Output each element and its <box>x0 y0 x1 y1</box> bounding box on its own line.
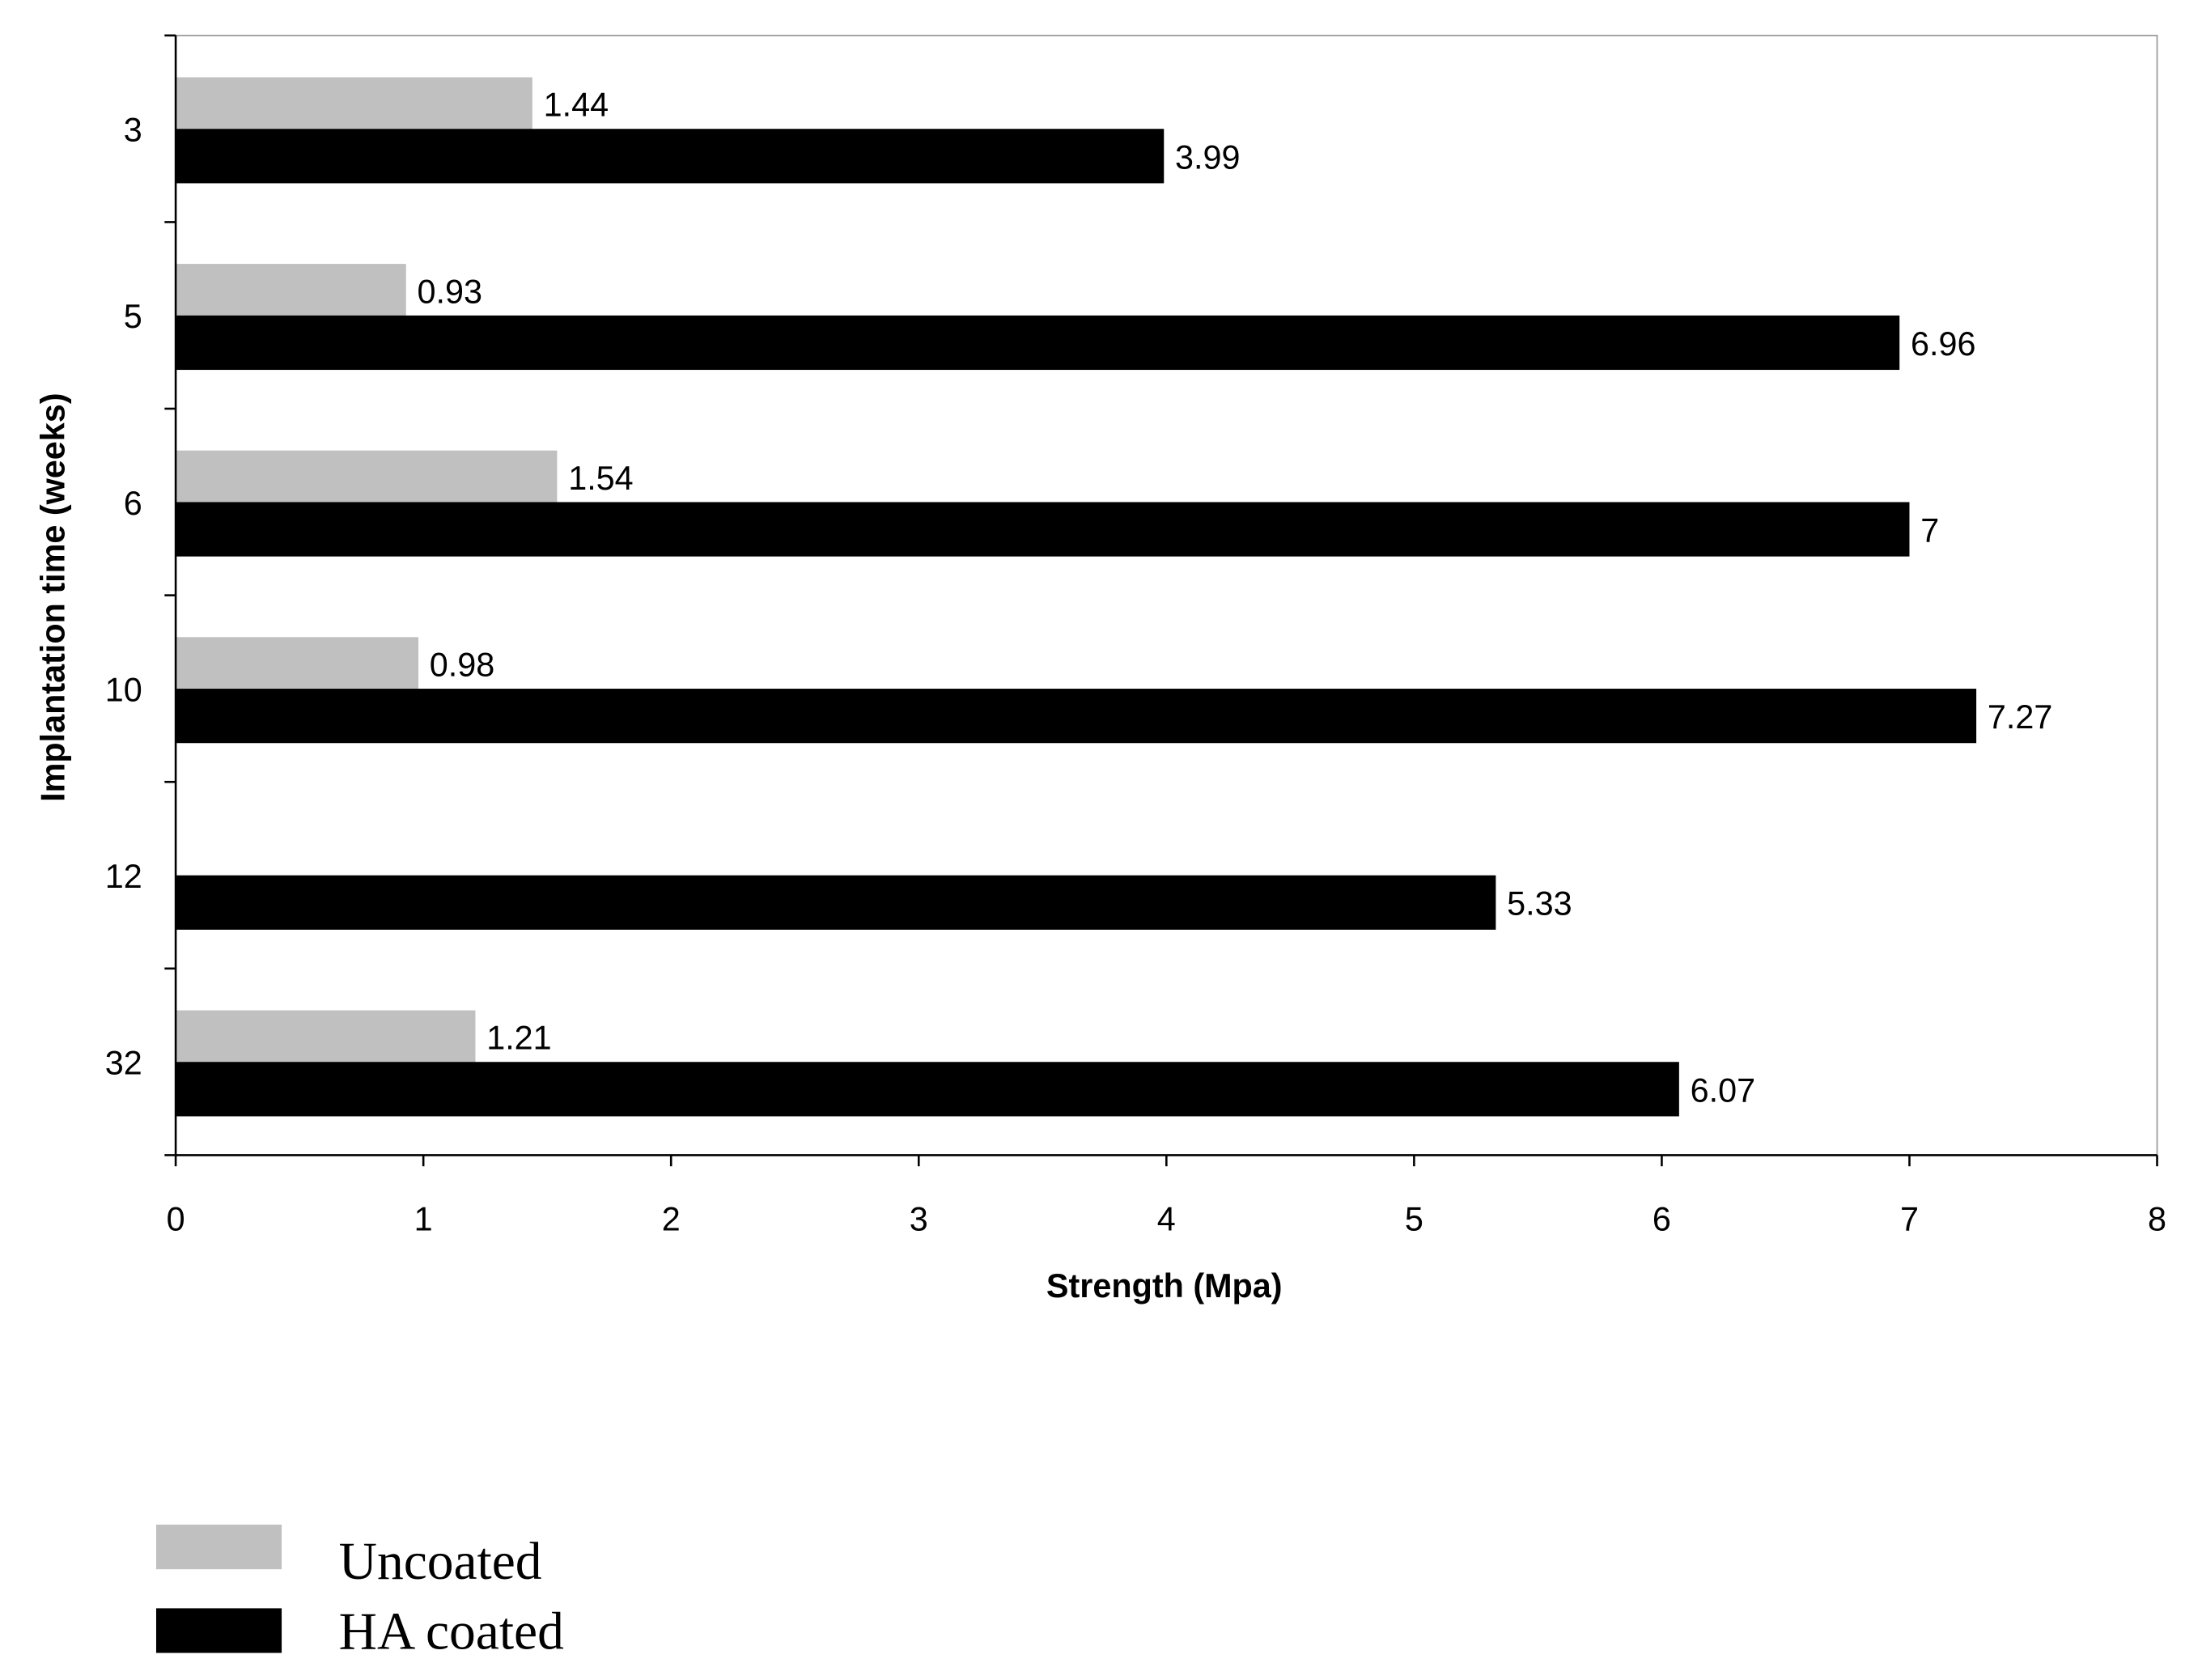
bar-uncoated-5 <box>176 264 406 317</box>
y-tick-label: 3 <box>124 112 142 149</box>
data-label: 6.96 <box>1911 325 1975 363</box>
data-label: 3.99 <box>1175 138 1240 176</box>
bar-uncoated-6 <box>176 450 558 504</box>
bar-ha-coated-6 <box>176 502 1910 557</box>
x-tick-label: 8 <box>2148 1200 2166 1237</box>
bar-ha-coated-10 <box>176 689 1977 744</box>
bar-uncoated-10 <box>176 637 419 690</box>
data-label: 7.27 <box>1988 698 2052 736</box>
data-label: 7 <box>1920 512 1939 549</box>
data-label: 1.54 <box>568 460 633 497</box>
y-tick-label: 6 <box>124 485 142 522</box>
y-tick-label: 10 <box>105 671 142 708</box>
x-tick-label: 5 <box>1405 1200 1423 1237</box>
legend-label-ha-coated: HA coated <box>339 1602 564 1661</box>
y-tick-label: 5 <box>124 298 142 335</box>
x-axis-label: Strength (Mpa) <box>1046 1267 1283 1305</box>
legend-label-uncoated: Uncoated <box>339 1533 542 1591</box>
bar-ha-coated-5 <box>176 315 1900 371</box>
data-label: 6.07 <box>1691 1071 1755 1109</box>
data-label: 1.21 <box>486 1020 551 1057</box>
data-label: 5.33 <box>1507 885 1572 923</box>
x-tick-label: 2 <box>662 1200 681 1237</box>
legend-swatch-uncoated <box>155 1525 282 1570</box>
data-label: 0.98 <box>430 647 494 684</box>
data-label: 1.44 <box>544 87 609 124</box>
plot-frame <box>175 34 2158 1156</box>
legend: Uncoated HA coated <box>155 1525 564 1661</box>
bar-ha-coated-12 <box>176 875 1496 930</box>
bar-uncoated-3 <box>176 77 532 130</box>
x-tick-label: 1 <box>414 1200 433 1237</box>
bar-ha-coated-32 <box>176 1062 1679 1117</box>
y-tick-label: 12 <box>105 858 142 895</box>
data-label: 0.93 <box>418 273 482 310</box>
x-tick-label: 6 <box>1653 1200 1671 1237</box>
legend-swatch-ha-coated <box>155 1608 282 1653</box>
bar-uncoated-32 <box>176 1010 476 1063</box>
x-tick-label: 4 <box>1157 1200 1176 1237</box>
y-tick-label: 32 <box>105 1045 142 1082</box>
y-axis-label: Implantation time (weeks) <box>34 392 71 801</box>
x-tick-label: 3 <box>910 1200 928 1237</box>
bar-ha-coated-3 <box>176 129 1165 184</box>
x-tick-label: 7 <box>1900 1200 1919 1237</box>
x-tick-label: 0 <box>167 1200 185 1237</box>
